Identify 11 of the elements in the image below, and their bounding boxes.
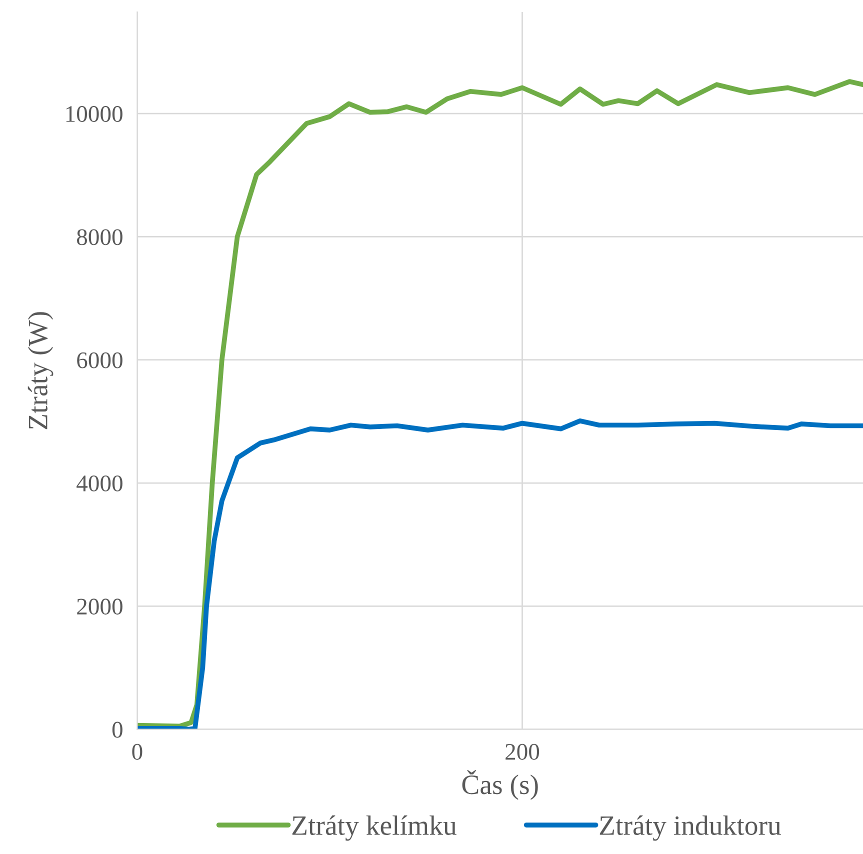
y-tick-label: 4000 xyxy=(76,476,122,492)
x-axis-title: Čas (s) xyxy=(462,770,538,800)
y-tick-label: 0 xyxy=(112,722,122,738)
legend-label: Ztráty induktoru xyxy=(600,815,781,841)
y-tick-label: 6000 xyxy=(77,352,122,368)
x-tick-label: 200 xyxy=(506,744,540,760)
y-tick-label: 2000 xyxy=(77,598,122,615)
y-tick-label: 8000 xyxy=(77,229,122,246)
legend-label: Ztráty kelímku xyxy=(292,815,456,841)
y-tick-label: 10000 xyxy=(66,106,122,122)
y-axis-title: Ztráty (W) xyxy=(28,312,54,430)
